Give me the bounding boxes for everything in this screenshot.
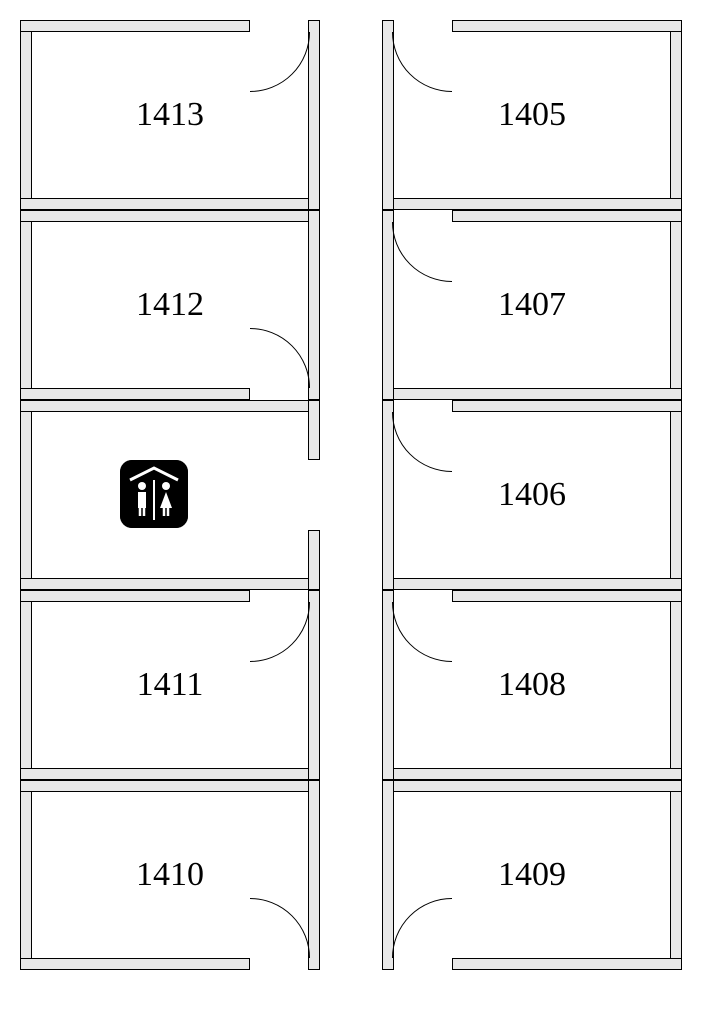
room-label: 1405 [498,96,566,134]
room-elevator [20,400,320,590]
room-label: 1409 [498,856,566,894]
room-label: 1412 [136,286,204,324]
room-1412: 1412 [20,210,320,400]
room-label: 1410 [136,856,204,894]
room-1409: 1409 [382,780,682,970]
room-label: 1407 [498,286,566,324]
room-1406: 1406 [382,400,682,590]
room-1410: 1410 [20,780,320,970]
room-label: 1413 [136,96,204,134]
room-1411: 1411 [20,590,320,780]
room-label: 1408 [498,666,566,704]
room-1405: 1405 [382,20,682,210]
room-1407: 1407 [382,210,682,400]
room-label: 1406 [498,476,566,514]
room-label: 1411 [137,666,204,704]
elevator-restroom-icon [120,460,188,528]
room-1413: 1413 [20,20,320,210]
room-1408: 1408 [382,590,682,780]
floor-plan: 1413 1412 [20,20,686,980]
